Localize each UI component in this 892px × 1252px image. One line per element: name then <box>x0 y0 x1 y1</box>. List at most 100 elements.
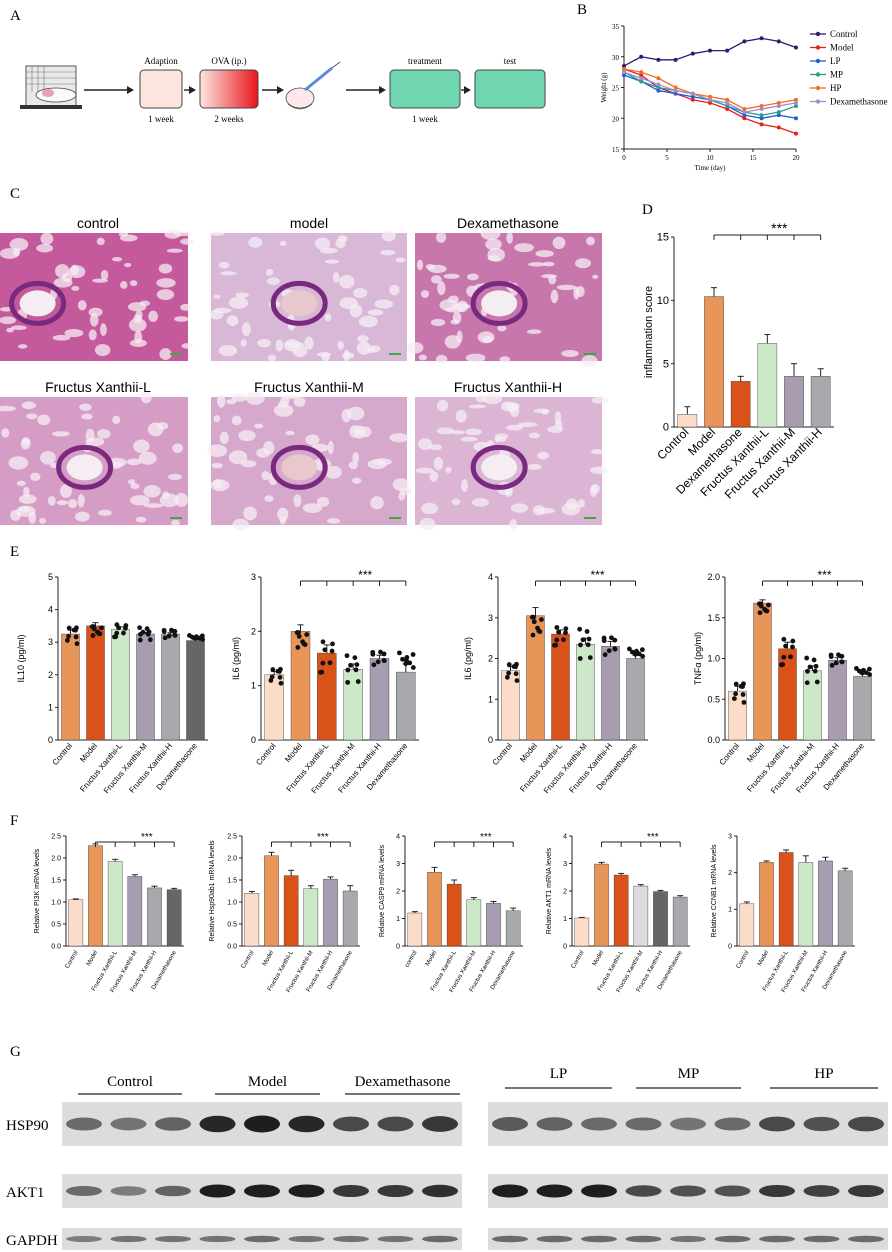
data-point <box>563 630 568 636</box>
data-point <box>783 643 788 649</box>
data-point <box>634 648 639 654</box>
alveolus <box>89 313 99 327</box>
blot-band <box>803 1185 840 1197</box>
y-tick-label: 25 <box>612 85 620 93</box>
category-label: Control <box>241 950 256 970</box>
data-point <box>348 662 353 668</box>
series-point <box>622 63 626 68</box>
data-point <box>587 655 593 661</box>
blot-band <box>848 1235 884 1243</box>
alveolus <box>428 444 443 451</box>
bar-chart-F2: 0.0 0.5 1.0 1.5 2.0 2.5 Relative Hsp90ab1 mRNA… <box>209 832 360 994</box>
data-point <box>371 662 377 668</box>
data-point <box>99 625 104 631</box>
workflow-step-label: treatment <box>408 56 442 66</box>
data-point <box>530 632 536 638</box>
data-point <box>381 658 387 664</box>
alveolus <box>156 278 176 288</box>
category-label: Control <box>654 425 691 462</box>
data-point <box>294 630 300 635</box>
blot-band <box>581 1235 617 1243</box>
data-point <box>145 631 151 637</box>
airway <box>470 280 528 326</box>
bar <box>753 602 772 741</box>
series-point <box>690 94 695 99</box>
y-tick-label: 4 <box>488 572 493 582</box>
legend-marker <box>815 99 821 104</box>
alveolus <box>226 399 237 405</box>
data-point <box>561 637 566 643</box>
alveolus <box>8 456 29 470</box>
alveolus <box>353 425 366 439</box>
data-point <box>137 625 143 631</box>
alveolus <box>418 354 427 361</box>
blot-band <box>199 1184 236 1198</box>
alveolus <box>337 340 344 350</box>
alveolus <box>52 334 71 341</box>
scale-bar <box>389 517 401 519</box>
alveolus <box>88 329 97 341</box>
blot-band <box>714 1185 751 1197</box>
data-point <box>805 668 810 674</box>
data-point <box>866 666 872 672</box>
alveolus <box>314 237 331 250</box>
alveolus <box>254 423 264 429</box>
alveolus <box>575 285 585 297</box>
alveolus <box>552 236 566 249</box>
airway-lumen <box>281 290 318 317</box>
data-point <box>345 679 351 685</box>
alveolus <box>514 243 534 253</box>
alveolus <box>443 273 460 279</box>
alveolus <box>139 300 150 307</box>
bar <box>136 633 155 741</box>
blot-band <box>244 1235 280 1243</box>
alveolus <box>1 428 10 438</box>
workflow-step-box <box>199 69 259 109</box>
alveolus <box>143 503 164 508</box>
y-tick-label: 1 <box>563 916 567 923</box>
data-point <box>629 649 635 655</box>
blot-band <box>110 1235 147 1243</box>
data-point <box>766 602 771 608</box>
y-tick-label: 0.5 <box>227 921 237 928</box>
panel-label-g: G <box>10 1044 21 1060</box>
alveolus <box>465 353 486 363</box>
alveolus <box>0 248 20 259</box>
data-point <box>344 653 350 659</box>
blot-band <box>288 1184 325 1198</box>
series-point <box>794 103 798 108</box>
series-point <box>656 85 661 90</box>
y-axis-label: inflammation score <box>643 286 655 378</box>
y-axis-label: Weight (g) <box>600 72 608 103</box>
workflow-step-label: Adaption <box>144 56 178 66</box>
alveolus <box>589 484 598 497</box>
alveolus <box>112 415 121 425</box>
data-point <box>200 636 206 642</box>
scale-bar <box>389 353 401 355</box>
alveolus <box>420 290 430 298</box>
data-point <box>410 652 416 657</box>
airway <box>9 280 67 326</box>
alveolus <box>138 451 157 465</box>
alveolus <box>79 403 92 411</box>
alveolus <box>425 264 436 270</box>
bar <box>672 896 688 947</box>
y-tick-label: 2 <box>728 870 732 877</box>
data-point <box>586 636 592 642</box>
series-point <box>776 103 781 108</box>
y-tick-label: 0 <box>663 422 669 434</box>
y-tick-label: 1.5 <box>227 877 237 884</box>
airway-lumen <box>481 290 518 317</box>
y-tick-label: 1 <box>728 907 732 914</box>
airway <box>56 444 114 490</box>
y-tick-label: 3 <box>251 572 256 582</box>
series-point <box>725 103 730 108</box>
bar <box>290 631 311 741</box>
blot-band <box>670 1117 706 1131</box>
blot-band <box>66 1185 102 1197</box>
alveolus <box>324 313 332 322</box>
category-label: Model <box>283 741 304 764</box>
alveolus <box>456 300 468 313</box>
alveolus <box>482 335 494 343</box>
alveolus <box>316 496 330 507</box>
